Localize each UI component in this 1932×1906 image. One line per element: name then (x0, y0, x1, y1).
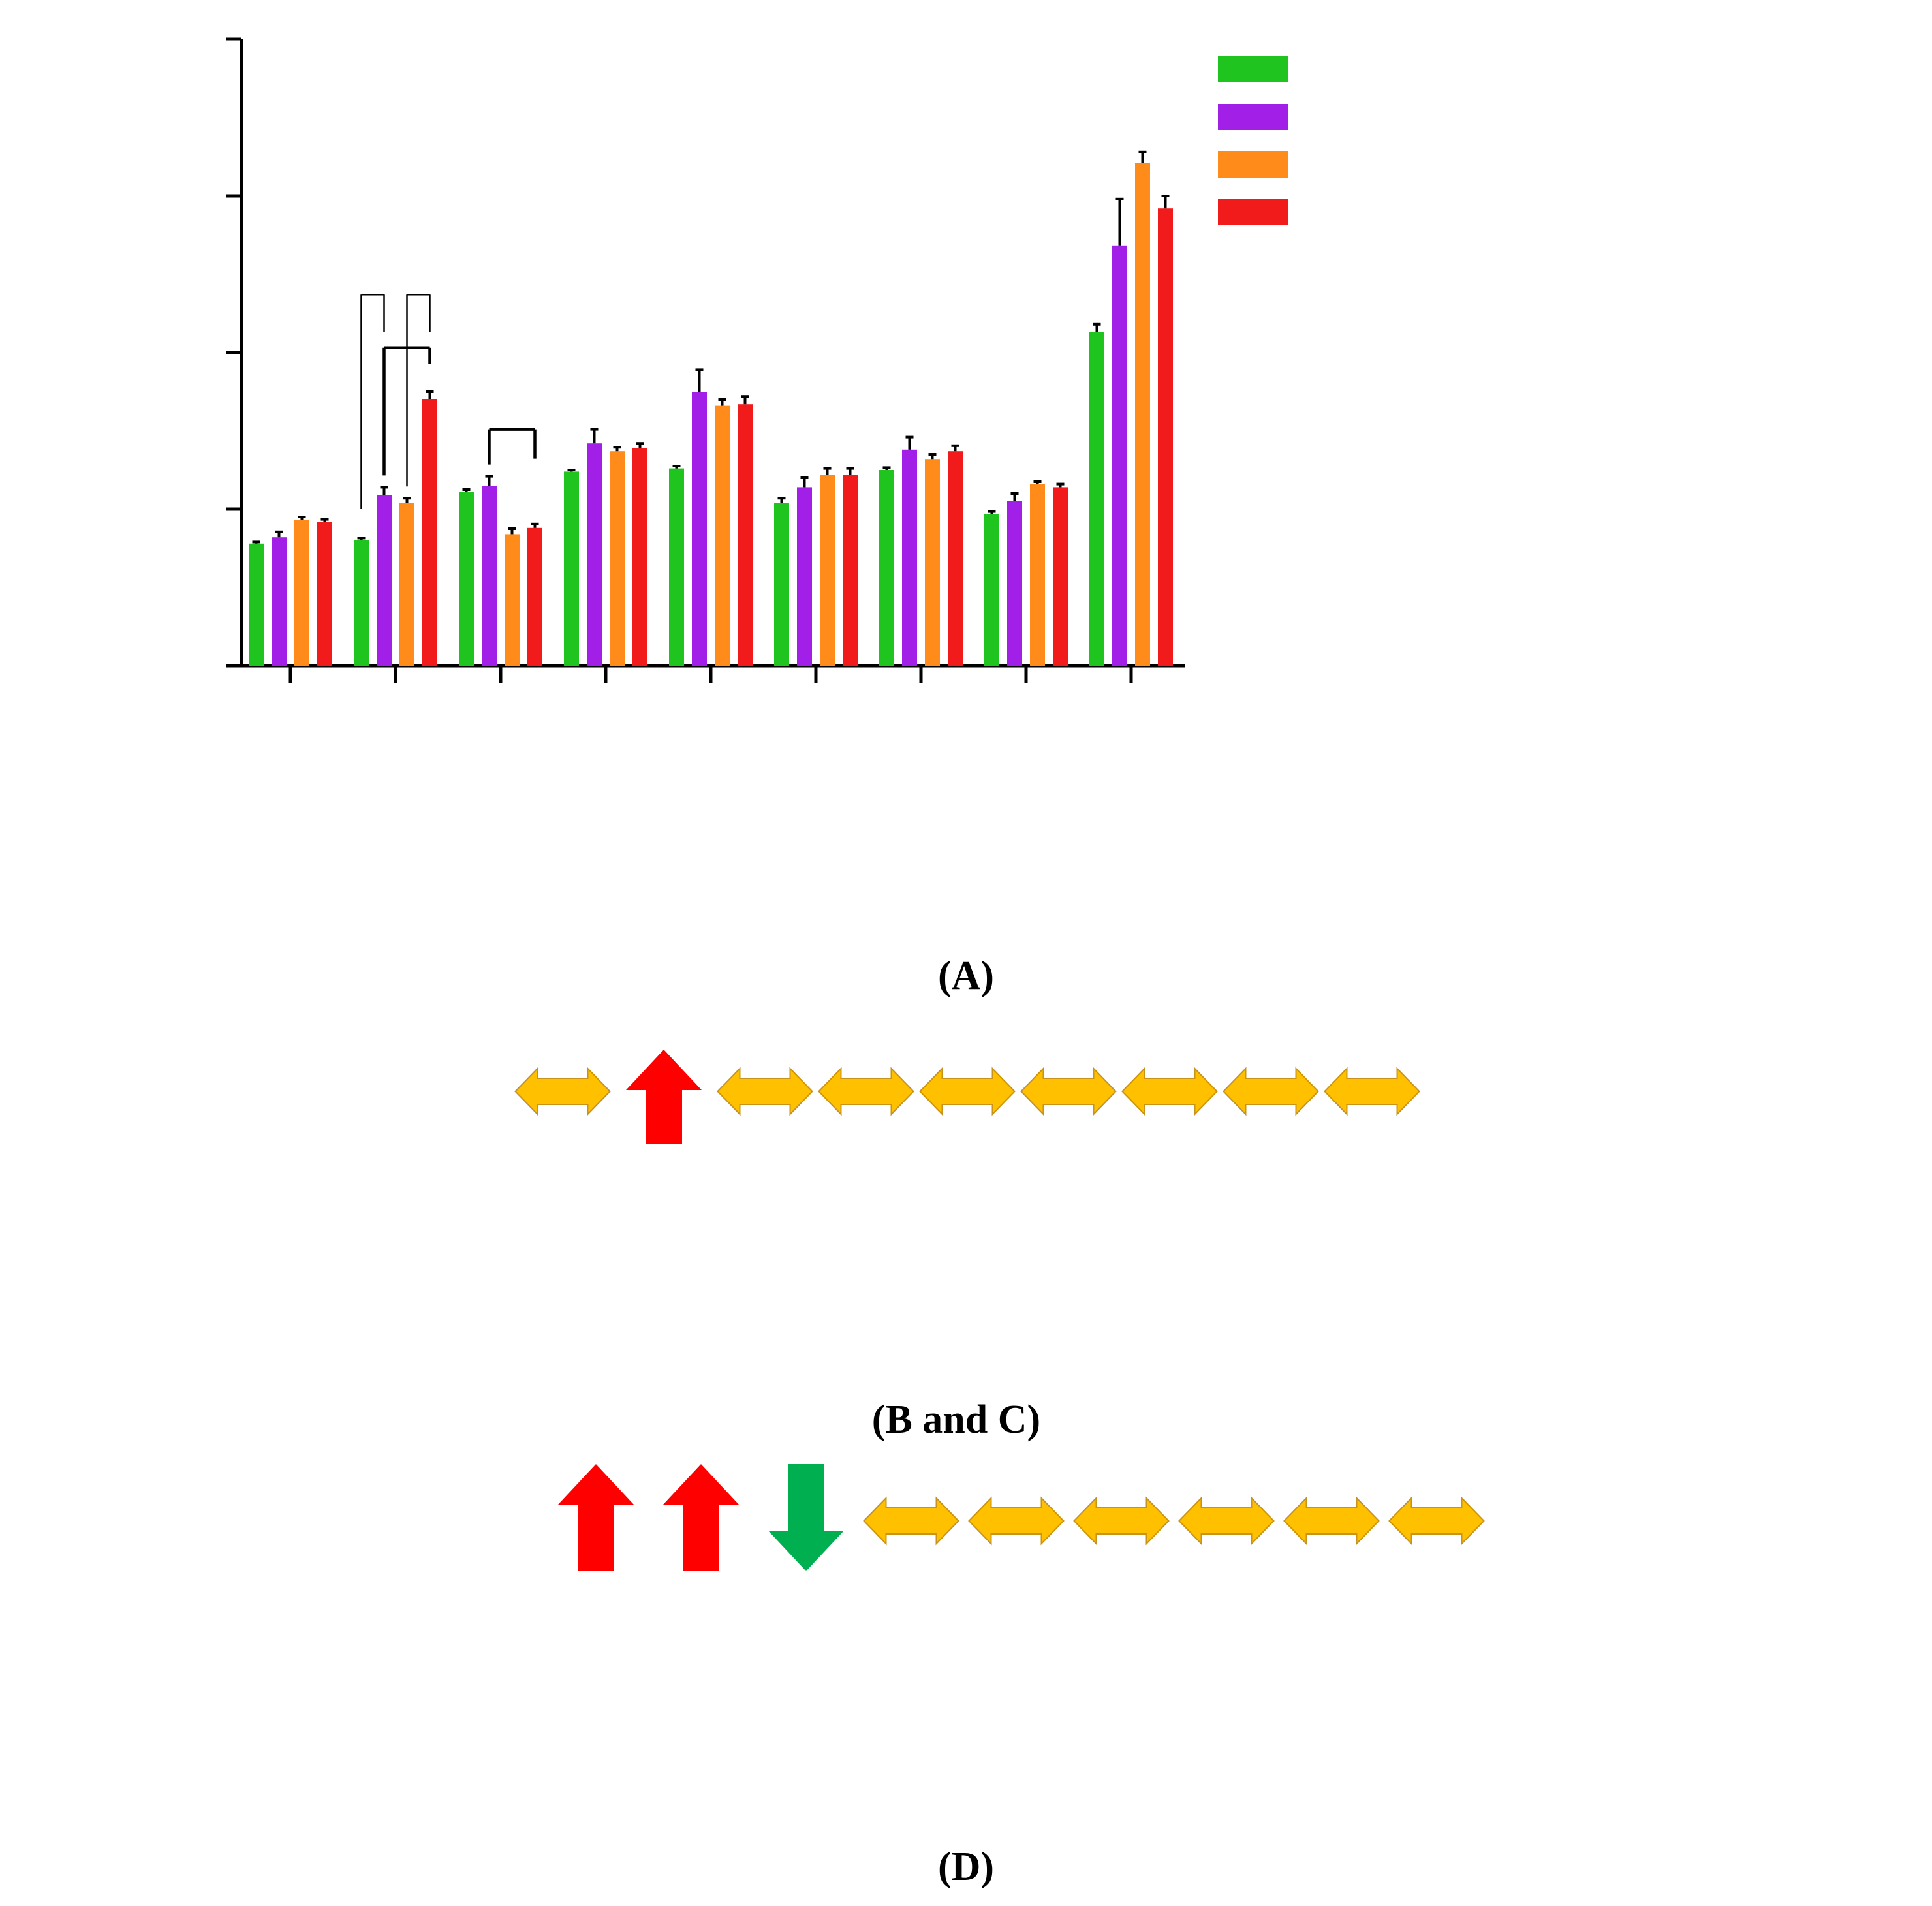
bar-aqp5-isgec-nss2-p-14 (354, 540, 369, 666)
bar-ano1-isgec-nss2-p-14 (459, 492, 474, 666)
bar-orai1-isgec-nss2-p-80-matrigel (632, 448, 647, 666)
bar-cst3-isgec-nss2-p-14 (1089, 332, 1104, 666)
arrow-both-trpc1 (1283, 1496, 1380, 1546)
bar-aqp5-isgec-nss2-p-80 (399, 503, 414, 666)
bar-trpc1-isgec-nss2-p-80-matrigel (1053, 487, 1068, 666)
bar-stim1-isgec-nss2-p-14-matrigel (692, 392, 707, 666)
bar-amy1a-isgec-nss2-p-14-matrigel (272, 537, 287, 666)
panel-a-bar-chart (226, 37, 1185, 683)
arrow-both-cst3 (1324, 1067, 1420, 1116)
arrow-up-aqp5 (626, 1050, 702, 1144)
bar-stim2-isgec-nss2-p-80 (820, 475, 835, 666)
arrow-both-slc12a2 (1178, 1496, 1275, 1546)
bar-slc12a2-isgec-nss2-p-80 (925, 459, 940, 666)
bar-stim1-isgec-nss2-p-80-matrigel (738, 404, 753, 666)
bar-stim1-isgec-nss2-p-80 (715, 405, 730, 666)
caption-d: (D) (938, 1845, 994, 1889)
bar-amy1a-isgec-nss2-p-80 (294, 520, 309, 666)
arrow-both-ano1 (717, 1067, 813, 1116)
bar-orai1-isgec-nss2-p-14 (564, 471, 579, 666)
arrow-both-trpc1 (1223, 1067, 1319, 1116)
legend-swatch (1218, 56, 1288, 82)
caption-bc: (B and C) (872, 1398, 1040, 1442)
significance-bracket (360, 293, 385, 509)
legend-item-isgec-nss2-p-80-matrigel (1218, 199, 1288, 225)
arrow-both-slc12a2 (1121, 1067, 1218, 1116)
legend-swatch (1218, 151, 1288, 178)
bar-slc12a2-isgec-nss2-p-80-matrigel (948, 451, 963, 666)
significance-bracket (488, 428, 537, 465)
arrow-both-stim1 (919, 1067, 1016, 1116)
bar-ano1-isgec-nss2-p-14-matrigel (482, 486, 497, 666)
bar-amy1a-isgec-nss2-p-80-matrigel (317, 522, 332, 666)
bar-aqp5-isgec-nss2-p-14-matrigel (377, 495, 392, 666)
bar-stim1-isgec-nss2-p-14 (669, 468, 684, 666)
chart-legend (1218, 56, 1288, 225)
arrow-both-orai1 (863, 1496, 959, 1546)
legend-item-isgec-nss2-p-14-matrigel (1218, 104, 1288, 130)
arrow-both-stim2 (1073, 1496, 1170, 1546)
bar-stim2-isgec-nss2-p-80-matrigel (843, 475, 858, 666)
bar-cst3-isgec-nss2-p-14-matrigel (1112, 245, 1127, 666)
arrow-both-orai1 (818, 1067, 914, 1116)
bar-ano1-isgec-nss2-p-80 (505, 534, 520, 666)
bar-slc12a2-isgec-nss2-p-14-matrigel (902, 449, 917, 666)
arrow-up-amy1a (558, 1464, 634, 1571)
legend-item-isgec-nss2-p-80 (1218, 151, 1288, 178)
caption-a: (A) (938, 954, 994, 998)
legend-swatch (1218, 104, 1288, 130)
arrow-both-stim1 (968, 1496, 1065, 1546)
bar-cst3-isgec-nss2-p-80 (1135, 163, 1150, 666)
bar-trpc1-isgec-nss2-p-14 (984, 514, 999, 666)
legend-item-isgec-nss2-p-14 (1218, 56, 1288, 82)
bar-amy1a-isgec-nss2-p-14 (249, 543, 264, 666)
significance-bracket (382, 346, 431, 476)
bar-orai1-isgec-nss2-p-14-matrigel (587, 443, 602, 666)
panel-bc-arrows (514, 1050, 1420, 1144)
arrow-both-amy1a (514, 1067, 611, 1116)
bar-trpc1-isgec-nss2-p-80 (1030, 484, 1045, 666)
arrow-both-stim2 (1020, 1067, 1117, 1116)
bar-slc12a2-isgec-nss2-p-14 (879, 470, 894, 666)
arrow-both-cst3 (1388, 1496, 1485, 1546)
panel-d-arrows (558, 1464, 1485, 1571)
bar-ano1-isgec-nss2-p-80-matrigel (527, 527, 542, 666)
arrow-down-ano1 (768, 1464, 844, 1571)
bar-aqp5-isgec-nss2-p-80-matrigel (422, 399, 437, 666)
bar-stim2-isgec-nss2-p-14-matrigel (797, 487, 812, 666)
bar-stim2-isgec-nss2-p-14 (774, 503, 789, 666)
arrow-up-aqp5 (663, 1464, 739, 1571)
significance-bracket (406, 293, 431, 487)
bar-cst3-isgec-nss2-p-80-matrigel (1158, 208, 1173, 666)
bar-orai1-isgec-nss2-p-80 (610, 451, 625, 666)
bar-trpc1-isgec-nss2-p-14-matrigel (1007, 501, 1022, 666)
legend-swatch (1218, 199, 1288, 225)
